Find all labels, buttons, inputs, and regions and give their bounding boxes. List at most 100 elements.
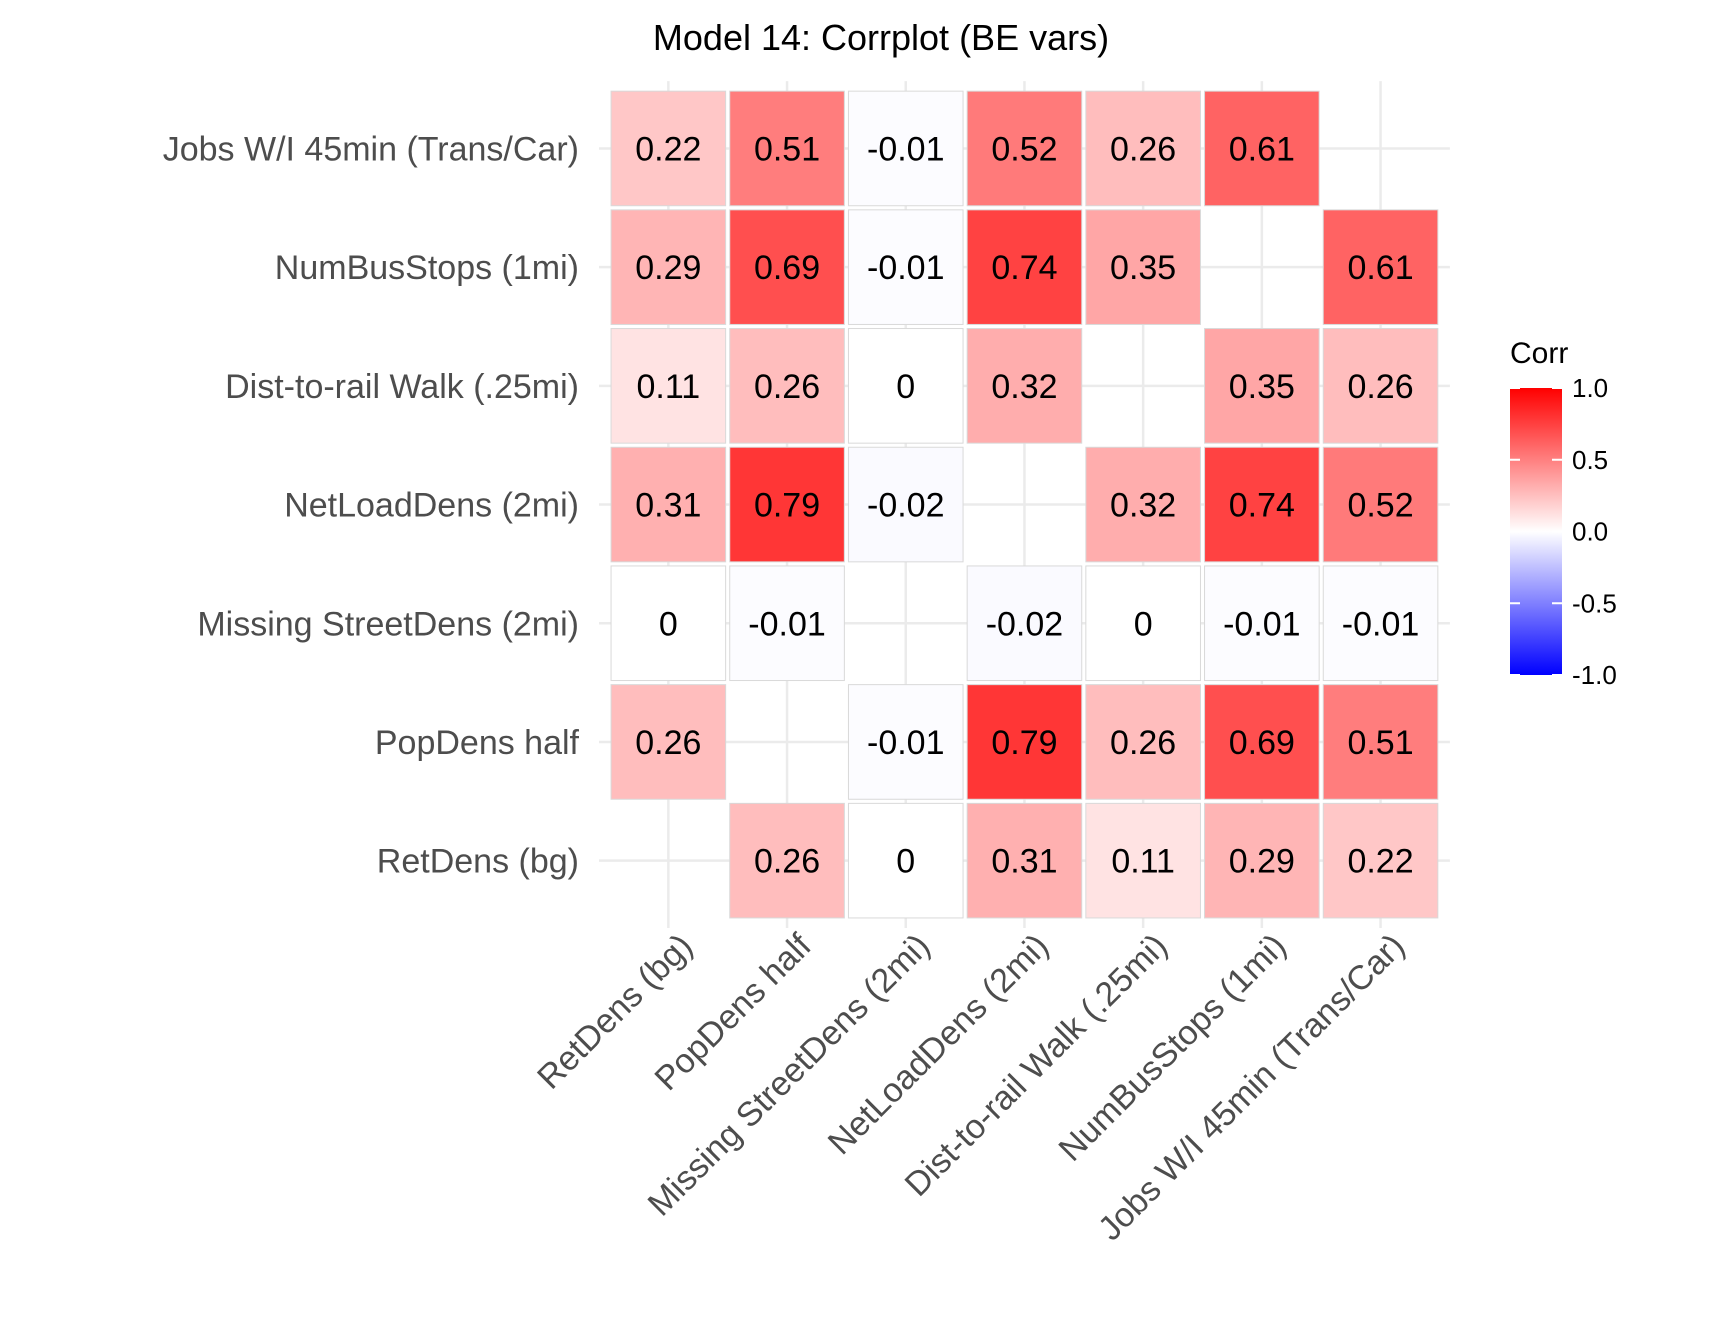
heatmap-cell xyxy=(1322,446,1439,563)
heatmap-cell xyxy=(966,802,1083,919)
cell-value-label: 0.26 xyxy=(635,724,701,762)
cell-value-label: 0 xyxy=(1134,605,1153,643)
cell-value-label: 0.29 xyxy=(635,249,701,287)
heatmap-cell xyxy=(1204,446,1320,563)
heatmap-cell xyxy=(610,565,727,682)
heatmap-cell xyxy=(1085,209,1201,325)
cell-value-label: 0.26 xyxy=(1110,130,1176,168)
legend-tick-label: 0.5 xyxy=(1572,445,1608,475)
heatmap-cell xyxy=(966,328,1083,444)
cell-value-label: 0.29 xyxy=(1229,843,1295,881)
cell-value-label: -0.02 xyxy=(986,605,1064,643)
cell-value-label: 0 xyxy=(659,605,678,643)
cell-value-label: 0.35 xyxy=(1229,368,1295,406)
cell-value-label: -0.01 xyxy=(1342,605,1420,643)
heatmap-cell xyxy=(729,446,845,563)
cell-value-label: 0.69 xyxy=(1229,724,1295,762)
heatmap-cell xyxy=(847,684,964,800)
heatmap-cells xyxy=(610,90,1439,919)
cell-value-label: 0.79 xyxy=(991,724,1057,762)
heatmap-cell xyxy=(1322,209,1439,325)
heatmap-cell xyxy=(1322,328,1439,444)
cell-value-label: -0.01 xyxy=(867,130,945,168)
cell-value-label: 0.51 xyxy=(754,130,820,168)
legend-tick-label: -1.0 xyxy=(1572,660,1617,690)
heatmap-cell xyxy=(729,328,845,444)
cell-value-label: 0.32 xyxy=(991,368,1057,406)
heatmap-cell xyxy=(1204,802,1320,919)
cell-value-label: 0.31 xyxy=(991,843,1057,881)
cell-value-label: 0.26 xyxy=(754,843,820,881)
cell-value-label: 0.74 xyxy=(991,249,1057,287)
heatmap-cell xyxy=(610,90,727,207)
heatmap-cell xyxy=(847,446,964,563)
cell-value-label: 0.26 xyxy=(754,368,820,406)
y-tick-label-numbusstops-1mi: NumBusStops (1mi) xyxy=(275,249,579,287)
heatmap-cell xyxy=(729,565,845,682)
cell-value-label: 0.22 xyxy=(635,130,701,168)
cell-value-label: 0.61 xyxy=(1229,130,1295,168)
heatmap-cell xyxy=(1085,446,1201,563)
cell-value-label: 0.26 xyxy=(1110,724,1176,762)
y-tick-label-jobs-w-i-45min-trans-car: Jobs W/I 45min (Trans/Car) xyxy=(163,130,579,168)
legend-ticks: 1.0 0.5 0.0 -0.5 -1.0 xyxy=(1510,373,1617,690)
heatmap-cell xyxy=(610,209,727,325)
cell-value-label: 0.32 xyxy=(1110,487,1176,525)
heatmap-cell xyxy=(1085,90,1201,207)
legend-tick-label: 0.0 xyxy=(1572,517,1608,547)
y-tick-label-missing-streetdens-2mi: Missing StreetDens (2mi) xyxy=(197,605,579,643)
cell-value-label: 0.11 xyxy=(637,368,701,406)
heatmap-cell xyxy=(966,209,1083,325)
heatmap-cell xyxy=(847,802,964,919)
heatmap-cell xyxy=(1322,565,1439,682)
heatmap-cell xyxy=(729,90,845,207)
grid-lines xyxy=(599,81,1450,928)
color-legend: Corr 1.0 0.5 0.0 -0.5 -1.0 xyxy=(1510,337,1617,690)
heatmap-cell xyxy=(1085,684,1201,800)
x-tick-label-numbusstops-1mi: NumBusStops (1mi) xyxy=(1052,927,1294,1169)
heatmap-cell xyxy=(610,446,727,563)
heatmap-cell xyxy=(847,328,964,444)
heatmap-cell xyxy=(729,802,845,919)
x-tick-label-netloaddens-2mi: NetLoadDens (2mi) xyxy=(821,927,1056,1162)
chart-title: Model 14: Corrplot (BE vars) xyxy=(653,17,1109,58)
cell-value-label: 0.61 xyxy=(1347,249,1413,287)
y-tick-label-dist-to-rail-walk-25mi: Dist-to-rail Walk (.25mi) xyxy=(225,368,579,406)
cell-value-label: 0.31 xyxy=(635,487,701,525)
heatmap-cell xyxy=(1085,565,1201,682)
y-tick-label-popdens-half: PopDens half xyxy=(375,724,580,762)
heatmap-cell xyxy=(1204,684,1320,800)
heatmap-cell xyxy=(966,90,1083,207)
heatmap-cell xyxy=(847,90,964,207)
heatmap-cell xyxy=(966,684,1083,800)
heatmap-cell xyxy=(610,328,727,444)
cell-value-label: -0.01 xyxy=(867,724,945,762)
heatmap-cell xyxy=(1204,90,1320,207)
cell-value-label: -0.01 xyxy=(1223,605,1301,643)
cell-value-label: 0.79 xyxy=(754,487,820,525)
heatmap-cell xyxy=(1322,802,1439,919)
cell-value-label: 0.74 xyxy=(1229,487,1295,525)
cell-value-label: 0.35 xyxy=(1110,249,1176,287)
cell-value-label: 0.52 xyxy=(1347,487,1413,525)
legend-tick-label: 1.0 xyxy=(1572,373,1608,403)
legend-title: Corr xyxy=(1510,337,1568,370)
heatmap-cell xyxy=(729,209,845,325)
legend-tick-label: -0.5 xyxy=(1572,588,1617,618)
cell-value-label: 0.51 xyxy=(1347,724,1413,762)
heatmap-cell xyxy=(966,565,1083,682)
cell-value-label: 0.26 xyxy=(1347,368,1413,406)
cell-value-labels: 0.26 0 0.31 0.11 0.29 0.22 0.26 -0.01 0.79 0.26 0.… xyxy=(635,130,1419,880)
heatmap-cell xyxy=(1085,802,1201,919)
cell-value-label: 0.11 xyxy=(1111,843,1175,881)
heatmap-cell xyxy=(610,684,727,800)
cell-value-label: 0.22 xyxy=(1347,843,1413,881)
cell-value-label: -0.02 xyxy=(867,487,945,525)
y-tick-label-netloaddens-2mi: NetLoadDens (2mi) xyxy=(284,487,579,525)
cell-value-label: 0.52 xyxy=(991,130,1057,168)
heatmap-cell xyxy=(1204,328,1320,444)
heatmap-cell xyxy=(847,209,964,325)
cell-value-label: -0.01 xyxy=(748,605,826,643)
